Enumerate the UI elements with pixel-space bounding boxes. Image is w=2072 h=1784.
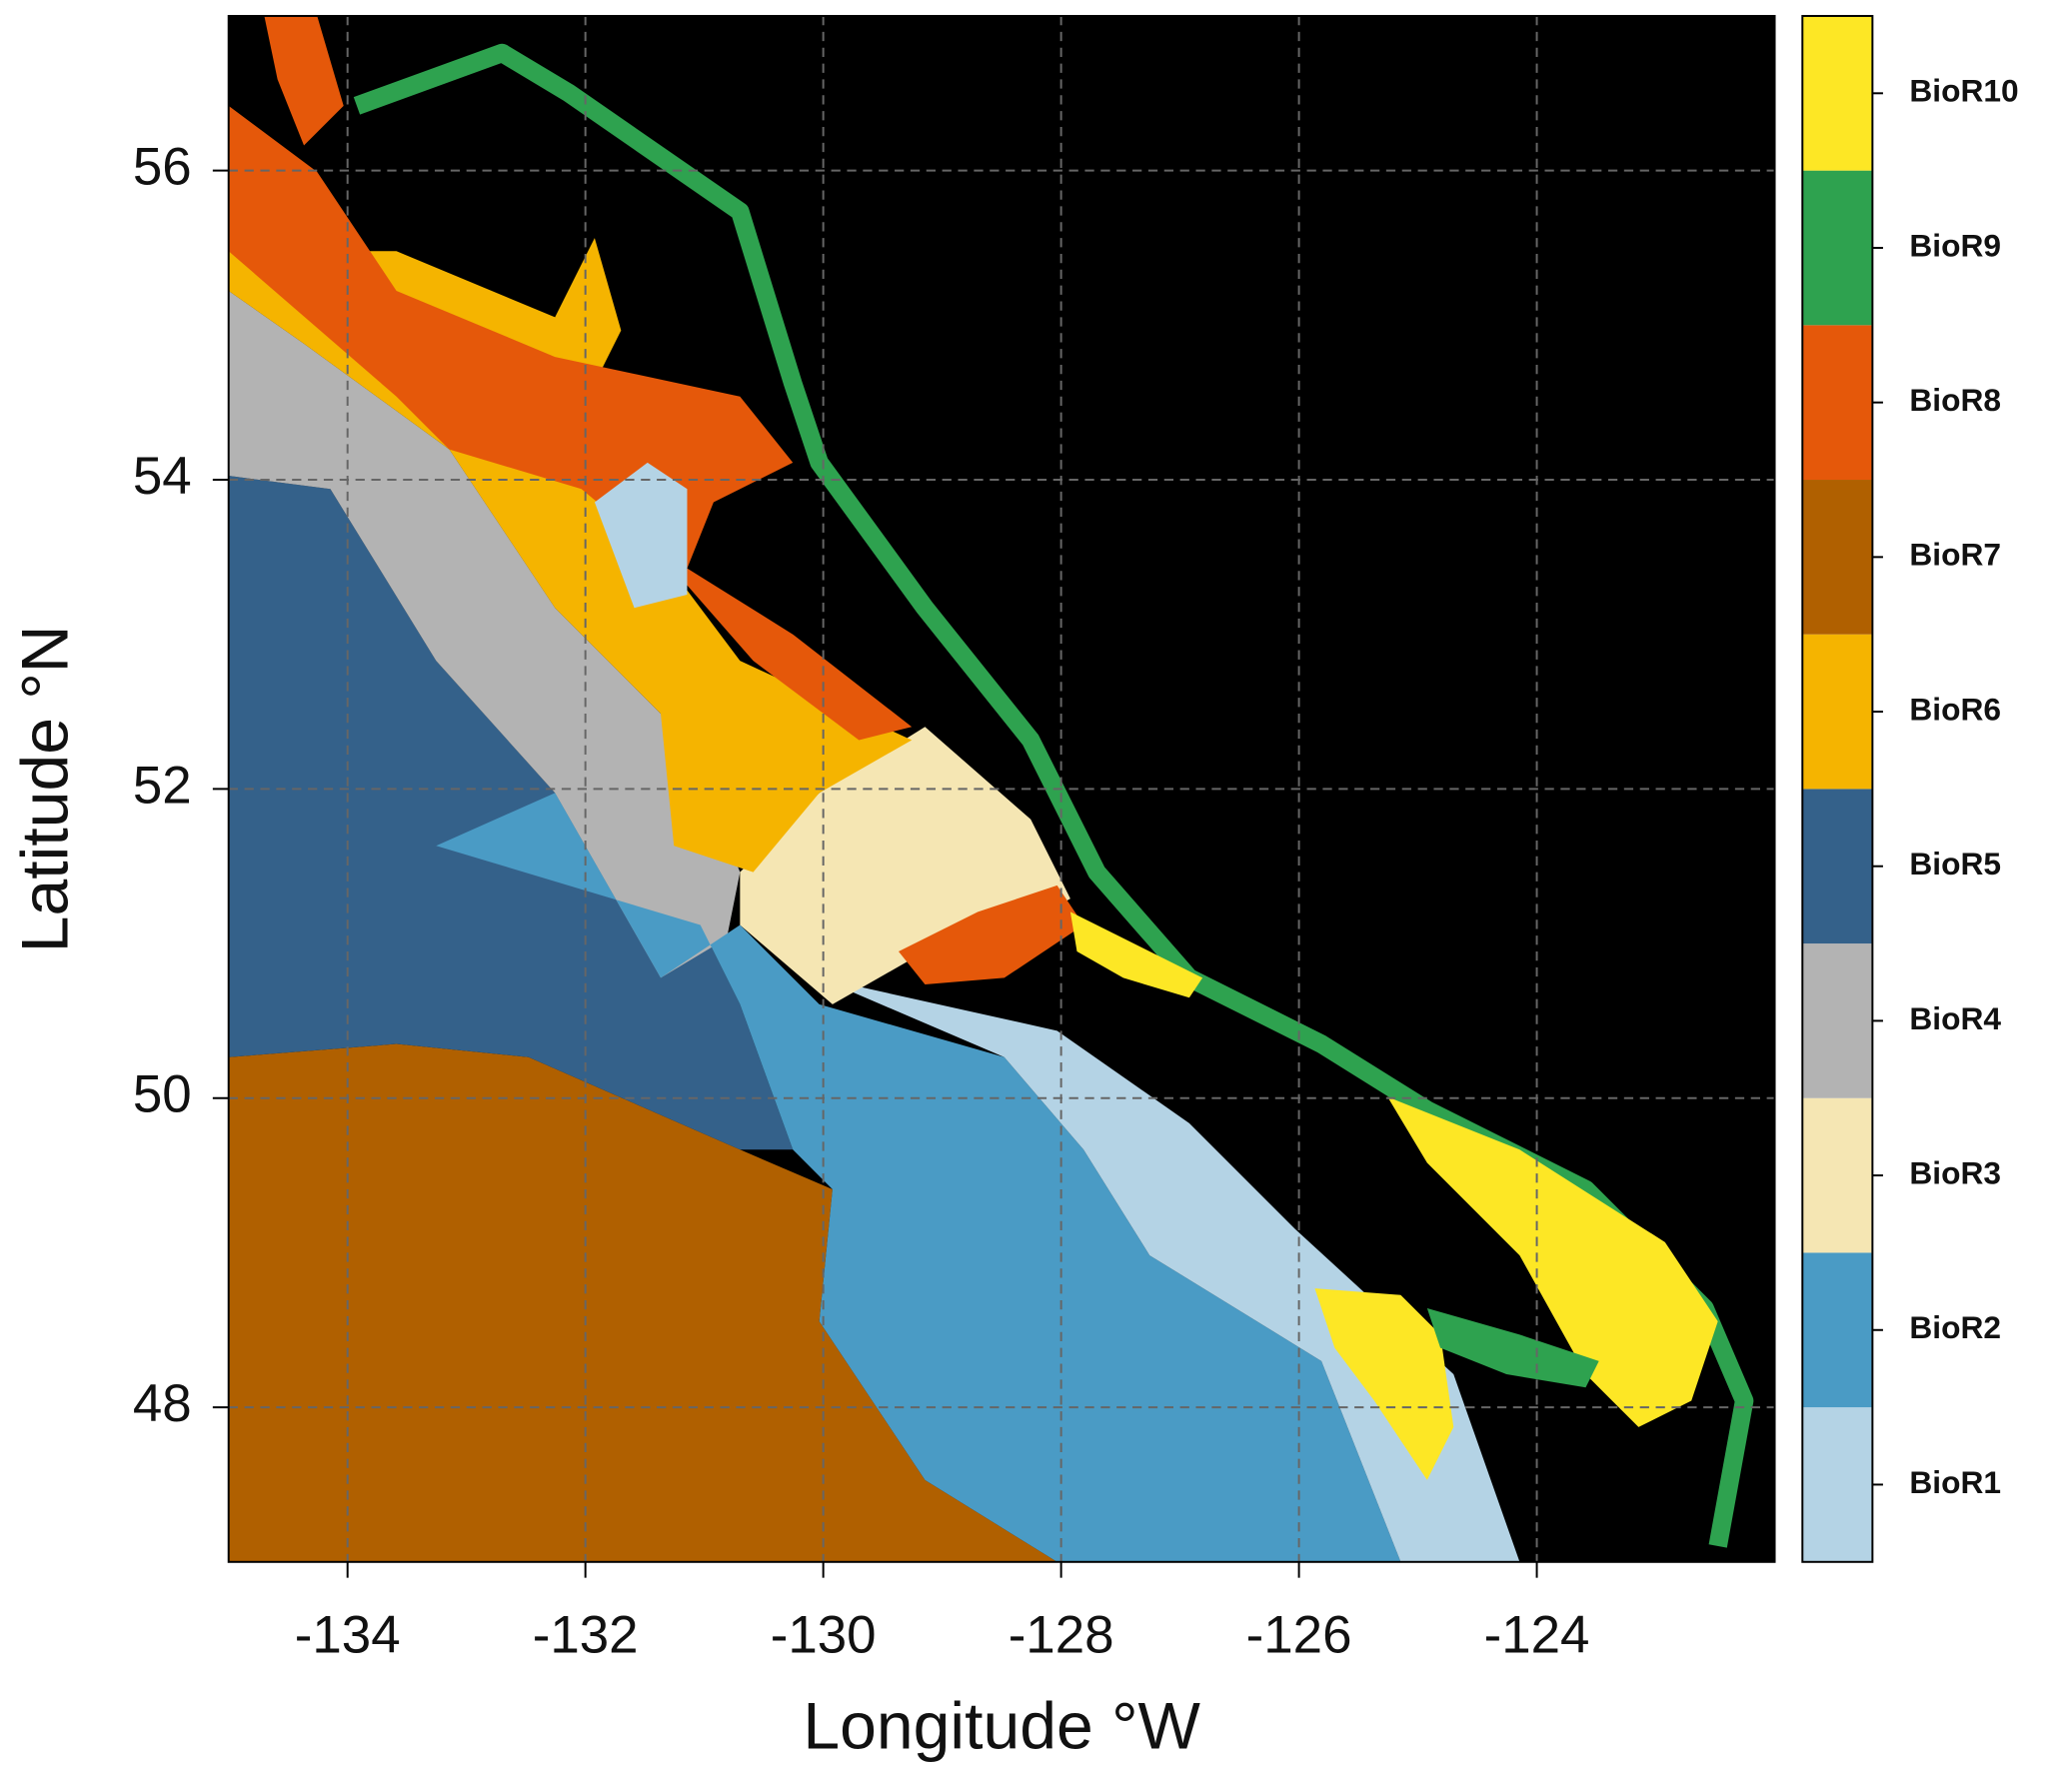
- region-bior1: [594, 462, 688, 609]
- legend-frame: [1801, 14, 1874, 1563]
- x-tick-label: -134: [295, 1605, 401, 1664]
- map-area: [228, 15, 1775, 1562]
- legend-label: BioR8: [1909, 382, 2001, 418]
- legend-swatch: [1802, 789, 1873, 944]
- region-bior9: [1426, 1307, 1599, 1388]
- legend-label: BioR9: [1909, 227, 2001, 263]
- legend-label: BioR2: [1909, 1309, 2001, 1345]
- legend-label: BioR7: [1909, 537, 2001, 573]
- y-tick-label: 54: [133, 447, 192, 506]
- legend-swatch: [1802, 943, 1873, 1098]
- legend-label: BioR4: [1909, 1000, 2001, 1036]
- region-bior10: [1314, 1288, 1454, 1480]
- legend-swatch: [1802, 170, 1873, 326]
- x-tick-label: -128: [1009, 1605, 1114, 1664]
- y-tick-label: 56: [133, 138, 192, 197]
- y-tick-label: 52: [133, 756, 192, 815]
- y-tick-label: 50: [133, 1065, 192, 1124]
- region-bior2: [436, 793, 1401, 1562]
- region-bior4: [228, 290, 741, 978]
- axes: -134 -132 -130 -128 -126 -124 48 50 52 54 56 BioR1 B…: [133, 14, 2019, 1664]
- plot-frame: [227, 14, 1776, 1563]
- legend-label: BioR5: [1909, 846, 2001, 882]
- x-tick-label: -132: [533, 1605, 639, 1664]
- x-tick-label: -130: [771, 1605, 877, 1664]
- legend-swatch: [1802, 1407, 1873, 1562]
- legend-swatch: [1802, 1097, 1873, 1253]
- region-bior7: [228, 621, 1057, 1562]
- y-tick-label: 48: [133, 1374, 192, 1433]
- x-axis-title: Longitude °W: [803, 1689, 1200, 1763]
- region-bior8: [899, 885, 1084, 985]
- legend-label: BioR6: [1909, 691, 2001, 727]
- legend-label: BioR3: [1909, 1154, 2001, 1190]
- legend-swatch: [1802, 1252, 1873, 1408]
- region-bior10: [1069, 911, 1203, 998]
- x-tick-label: -126: [1246, 1605, 1352, 1664]
- y-axis-title: Latitude °N: [9, 626, 83, 953]
- legend-label: BioR1: [1909, 1464, 2001, 1500]
- region-bior1: [819, 977, 1520, 1562]
- region-bior8: [264, 15, 344, 146]
- region-bior8: [228, 105, 913, 741]
- x-tick-label: -124: [1484, 1605, 1590, 1664]
- legend-swatch: [1802, 15, 1873, 171]
- region-bior10: [1387, 1096, 1718, 1427]
- legend-swatch: [1802, 634, 1873, 790]
- legend-swatch: [1802, 480, 1873, 635]
- legend-swatch: [1802, 325, 1873, 481]
- legend-label: BioR10: [1909, 73, 2018, 109]
